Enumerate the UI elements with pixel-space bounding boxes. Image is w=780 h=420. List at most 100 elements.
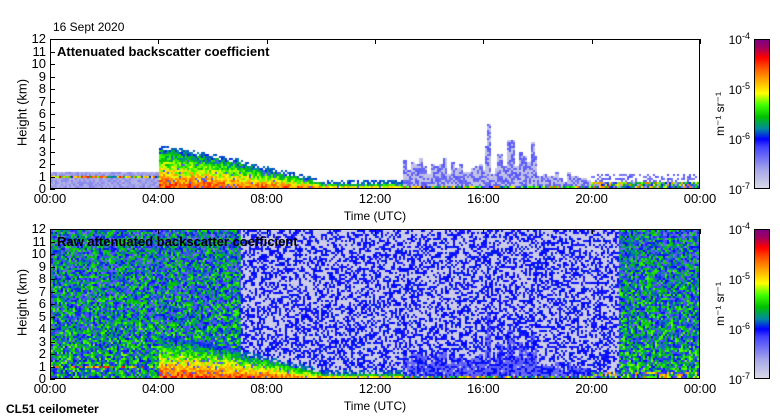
y-tick-label: 2 — [38, 156, 46, 171]
y-tick-mark — [50, 316, 55, 318]
y-tick-label: 9 — [38, 258, 46, 274]
x-tick-label: 00:00 — [33, 381, 67, 396]
x-tick-label: 00:00 — [33, 191, 67, 206]
x-tick-label: 00:00 — [683, 191, 717, 206]
x-tick-mark — [50, 39, 51, 44]
y-tick-mark — [50, 189, 55, 190]
y-tick-mark — [50, 329, 55, 330]
x-tick-label: 12:00 — [358, 191, 392, 206]
heatmap-canvas — [51, 40, 699, 188]
y-tick-mark — [50, 354, 55, 355]
y-tick-label: 8 — [38, 81, 46, 96]
y-tick-label: 10 — [31, 246, 46, 261]
x-tick-mark — [591, 39, 593, 44]
colorbar-tick-base: 10 — [728, 373, 742, 387]
x-tick-mark — [591, 229, 593, 234]
colorbar-tick-base: 10 — [728, 33, 742, 47]
x-tick-label: 08:00 — [250, 381, 283, 396]
y-tick-mark — [50, 241, 55, 243]
colorbar-tick-base: 10 — [728, 183, 742, 197]
colorbar-tick-base: 10 — [728, 223, 742, 237]
x-tick-label: 20:00 — [575, 381, 608, 396]
colorbar-tick-label: 10-6 — [712, 321, 750, 337]
colorbar-tick-label: 10-4 — [712, 31, 750, 47]
raw-backscatter-plot: Raw attenuated backscatter coefficient — [50, 229, 700, 379]
heatmap-canvas — [51, 230, 699, 378]
y-tick-label: 4 — [38, 131, 46, 146]
x-tick-mark — [700, 39, 701, 44]
x-tick-mark — [158, 39, 160, 44]
y-tick-label: 4 — [38, 321, 46, 336]
colorbar — [754, 229, 770, 379]
colorbar-tick-label: 10-7 — [712, 371, 750, 387]
colorbar-tick-exponent: -7 — [741, 181, 750, 191]
x-axis-label: Time (UTC) — [343, 209, 407, 223]
y-tick-mark — [50, 139, 55, 140]
y-tick-label: 6 — [38, 106, 46, 121]
colorbar-tick-exponent: -4 — [741, 221, 750, 231]
y-tick-label: 11 — [32, 43, 47, 59]
plot-title: Attenuated backscatter coefficient — [57, 44, 270, 59]
x-tick-mark — [266, 229, 268, 234]
y-tick-mark — [50, 176, 55, 178]
y-tick-label: 5 — [38, 118, 46, 134]
colorbar-tick-label: 10-7 — [712, 181, 750, 197]
date-label: 16 Sept 2020 — [53, 20, 125, 34]
y-tick-mark — [50, 151, 55, 153]
y-tick-mark — [50, 254, 55, 255]
y-tick-label: 2 — [38, 346, 46, 361]
colorbar-tick-label: 10-4 — [712, 221, 750, 237]
x-tick-mark — [700, 229, 701, 234]
colorbar-tick-label: 10-5 — [712, 271, 750, 287]
y-tick-mark — [50, 266, 55, 268]
x-tick-mark — [375, 39, 376, 44]
x-tick-label: 16:00 — [467, 191, 500, 206]
colorbar-tick-exponent: -5 — [741, 271, 750, 281]
x-tick-mark — [266, 39, 268, 44]
colorbar-tick-label: 10-6 — [712, 131, 750, 147]
colorbar-tick-exponent: -7 — [741, 371, 750, 381]
y-axis-label: Height (km) — [14, 268, 30, 337]
y-tick-label: 1 — [38, 358, 46, 374]
y-tick-mark — [50, 341, 55, 343]
y-tick-mark — [50, 76, 55, 78]
y-tick-label: 8 — [38, 271, 46, 286]
y-tick-label: 3 — [38, 143, 46, 159]
y-tick-label: 10 — [31, 56, 46, 71]
y-tick-mark — [50, 114, 55, 115]
x-tick-mark — [158, 229, 160, 234]
y-tick-mark — [50, 291, 55, 293]
y-tick-label: 9 — [38, 68, 46, 84]
colorbar-tick-base: 10 — [728, 133, 742, 147]
x-tick-mark — [375, 229, 376, 234]
y-tick-mark — [50, 279, 55, 280]
y-tick-label: 3 — [38, 333, 46, 349]
y-tick-label: 0 — [38, 371, 46, 386]
instrument-label: CL51 ceilometer — [6, 402, 99, 416]
colorbar-tick-exponent: -6 — [741, 131, 750, 141]
colorbar-tick-base: 10 — [728, 323, 742, 337]
x-tick-mark — [50, 229, 51, 234]
y-tick-label: 0 — [38, 181, 46, 196]
x-tick-mark — [483, 229, 485, 234]
x-tick-label: 20:00 — [575, 191, 608, 206]
plot-title: Raw attenuated backscatter coefficient — [57, 234, 298, 249]
y-tick-mark — [50, 304, 55, 305]
y-tick-label: 11 — [32, 233, 47, 249]
x-tick-label: 00:00 — [683, 381, 717, 396]
x-tick-label: 04:00 — [142, 191, 175, 206]
colorbar-unit-label: m⁻¹ sr⁻¹ — [713, 92, 727, 136]
y-tick-label: 7 — [38, 283, 46, 299]
y-tick-label: 7 — [38, 93, 46, 109]
y-tick-mark — [50, 379, 55, 380]
x-tick-label: 16:00 — [467, 381, 500, 396]
y-tick-mark — [50, 39, 55, 40]
colorbar-tick-exponent: -5 — [741, 81, 750, 91]
y-tick-mark — [50, 89, 55, 90]
colorbar-tick-base: 10 — [728, 273, 742, 287]
x-tick-label: 12:00 — [358, 381, 392, 396]
x-tick-label: 04:00 — [142, 381, 175, 396]
colorbar-tick-label: 10-5 — [712, 81, 750, 97]
y-tick-mark — [50, 101, 55, 103]
y-axis-label: Height (km) — [14, 78, 30, 147]
